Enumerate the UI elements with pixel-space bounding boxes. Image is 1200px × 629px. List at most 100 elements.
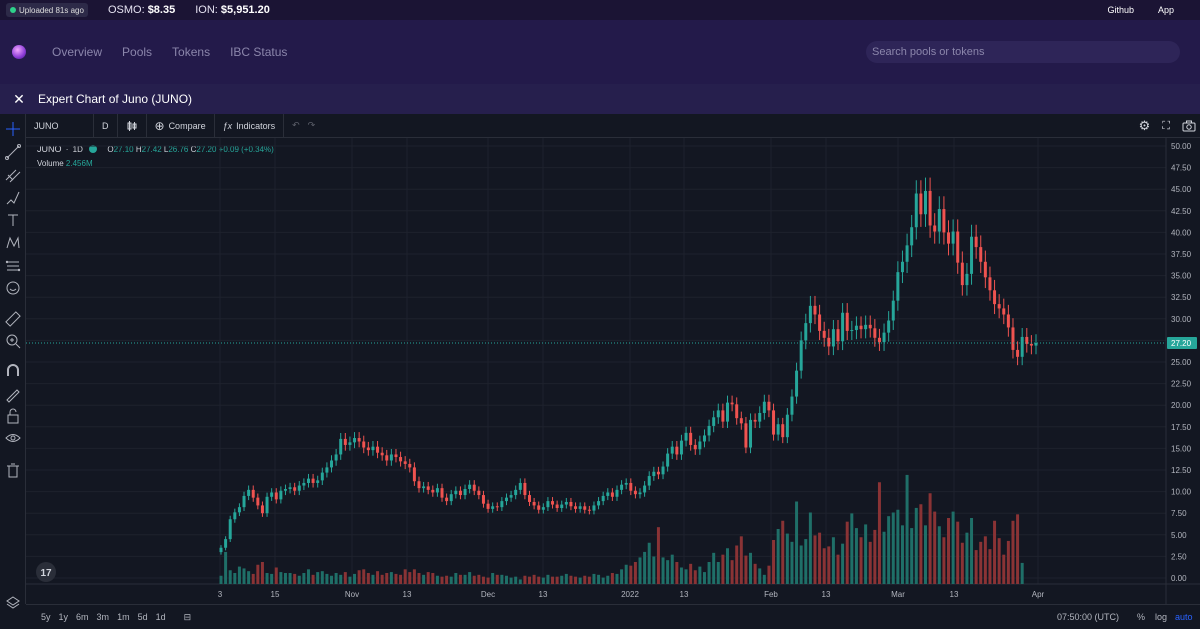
- volume-bar: [693, 570, 697, 584]
- candle-body: [712, 417, 716, 426]
- volume-bar: [762, 574, 766, 584]
- volume-bar: [288, 573, 292, 584]
- candle-body: [371, 446, 375, 451]
- brush-icon[interactable]: [4, 189, 22, 207]
- candle-body: [965, 273, 969, 286]
- emoji-icon[interactable]: [4, 279, 22, 297]
- fib-retracement-icon[interactable]: [4, 166, 22, 184]
- candle-body: [500, 501, 504, 508]
- pattern-icon[interactable]: [4, 234, 22, 252]
- candle-body: [237, 507, 241, 513]
- ruler-icon[interactable]: [4, 310, 22, 328]
- volume-bar: [638, 557, 642, 584]
- candle-body: [947, 232, 951, 244]
- range-1d[interactable]: 1d: [155, 612, 166, 622]
- range-3m[interactable]: 3m: [96, 612, 110, 622]
- volume-bar: [813, 535, 817, 584]
- candle-body: [486, 503, 490, 509]
- y-tick-label: 22.50: [1171, 380, 1192, 389]
- x-tick-label: Mar: [891, 590, 905, 599]
- volume-bar: [362, 569, 366, 584]
- volume-bar: [859, 537, 863, 584]
- log-toggle[interactable]: log: [1155, 612, 1168, 622]
- candle-body: [919, 193, 923, 215]
- volume-bar: [877, 482, 881, 584]
- candle-body: [247, 489, 251, 496]
- interval-button[interactable]: D: [94, 113, 118, 138]
- volume-bar: [325, 573, 329, 584]
- magnet-icon[interactable]: [4, 362, 22, 380]
- undo-button[interactable]: ↶: [284, 114, 308, 138]
- eye-icon[interactable]: [4, 429, 22, 447]
- candle-body: [528, 495, 531, 502]
- candle-body: [951, 231, 955, 244]
- y-tick-label: 50.00: [1171, 142, 1192, 151]
- nav-pools[interactable]: Pools: [122, 45, 153, 59]
- candle-body: [587, 509, 591, 511]
- candle-body: [767, 401, 771, 411]
- nav-tokens[interactable]: Tokens: [172, 45, 211, 59]
- indicators-button[interactable]: ƒx Indicators: [215, 113, 285, 138]
- search-input[interactable]: [866, 41, 1180, 63]
- candle-body: [458, 490, 462, 496]
- chart-type-button[interactable]: [118, 113, 147, 138]
- stay-drawing-icon[interactable]: [4, 385, 22, 403]
- candle-body: [514, 489, 518, 496]
- crosshair-icon[interactable]: [4, 120, 22, 138]
- text-tool-icon[interactable]: [4, 211, 22, 229]
- app-link[interactable]: App: [1157, 5, 1174, 15]
- trend-line-icon[interactable]: [4, 143, 22, 161]
- volume-bar: [795, 501, 799, 584]
- y-tick-label: 10.00: [1171, 488, 1192, 497]
- legend-status-icon: [89, 145, 98, 153]
- price-chart[interactable]: 50.0047.5045.0042.5040.0037.5035.0032.50…: [26, 138, 1200, 604]
- candle-body: [868, 324, 872, 329]
- y-tick-label: 35.00: [1171, 272, 1192, 281]
- volume-bar: [956, 521, 960, 584]
- redo-button[interactable]: ↷: [308, 114, 324, 138]
- percent-toggle[interactable]: %: [1137, 612, 1146, 622]
- compare-button[interactable]: ⊕ Compare: [147, 113, 215, 138]
- fullscreen-icon[interactable]: ⛶: [1162, 119, 1170, 132]
- candle-body: [431, 489, 435, 493]
- range-1m[interactable]: 1m: [117, 612, 130, 622]
- range-1y[interactable]: 1y: [58, 612, 69, 622]
- volume-bar: [633, 562, 637, 584]
- utc-time[interactable]: 07:50:00 (UTC): [1057, 612, 1120, 622]
- osmosis-logo-icon[interactable]: [12, 45, 26, 59]
- goto-date-icon[interactable]: ⊟: [183, 611, 192, 622]
- candle-body: [385, 455, 389, 461]
- candle-body: [818, 314, 822, 331]
- legend-close: 27.20: [196, 145, 217, 154]
- chart-title-bar: ✕ Expert Chart of Juno (JUNO): [0, 84, 1200, 114]
- camera-icon[interactable]: [1182, 120, 1196, 132]
- settings-gear-icon[interactable]: ⚙: [1138, 118, 1151, 133]
- candle-body: [472, 484, 476, 491]
- candle-body: [532, 501, 536, 506]
- auto-toggle[interactable]: auto: [1175, 612, 1193, 622]
- range-5y[interactable]: 5y: [41, 612, 51, 622]
- chart-top-toolbar: JUNO D ⊕ Compare ƒx Indicators ↶ ↷ ⚙ ⛶: [26, 113, 1200, 138]
- lock-icon[interactable]: [4, 407, 22, 425]
- volume-bar: [652, 556, 656, 584]
- symbol-search-button[interactable]: JUNO: [26, 113, 94, 138]
- github-link[interactable]: Github: [1107, 5, 1134, 15]
- range-6m[interactable]: 6m: [76, 612, 89, 622]
- close-icon[interactable]: ✕: [13, 90, 25, 107]
- nav-overview[interactable]: Overview: [52, 45, 103, 59]
- volume-bar: [712, 552, 716, 584]
- range-5d[interactable]: 5d: [137, 612, 148, 622]
- volume-bar: [445, 575, 449, 584]
- trash-icon[interactable]: [4, 461, 22, 479]
- volume-bar: [274, 567, 278, 584]
- volume-bar: [818, 532, 822, 584]
- volume-bar: [656, 527, 660, 584]
- zoom-in-icon[interactable]: [4, 332, 22, 350]
- object-tree-icon[interactable]: [4, 594, 22, 612]
- prediction-icon[interactable]: [4, 257, 22, 275]
- last-price-badge: [1167, 336, 1197, 349]
- volume-bar: [629, 565, 633, 584]
- y-tick-label: 5.00: [1171, 531, 1187, 540]
- volume-bar: [339, 574, 343, 584]
- nav-ibc-status[interactable]: IBC Status: [230, 45, 288, 59]
